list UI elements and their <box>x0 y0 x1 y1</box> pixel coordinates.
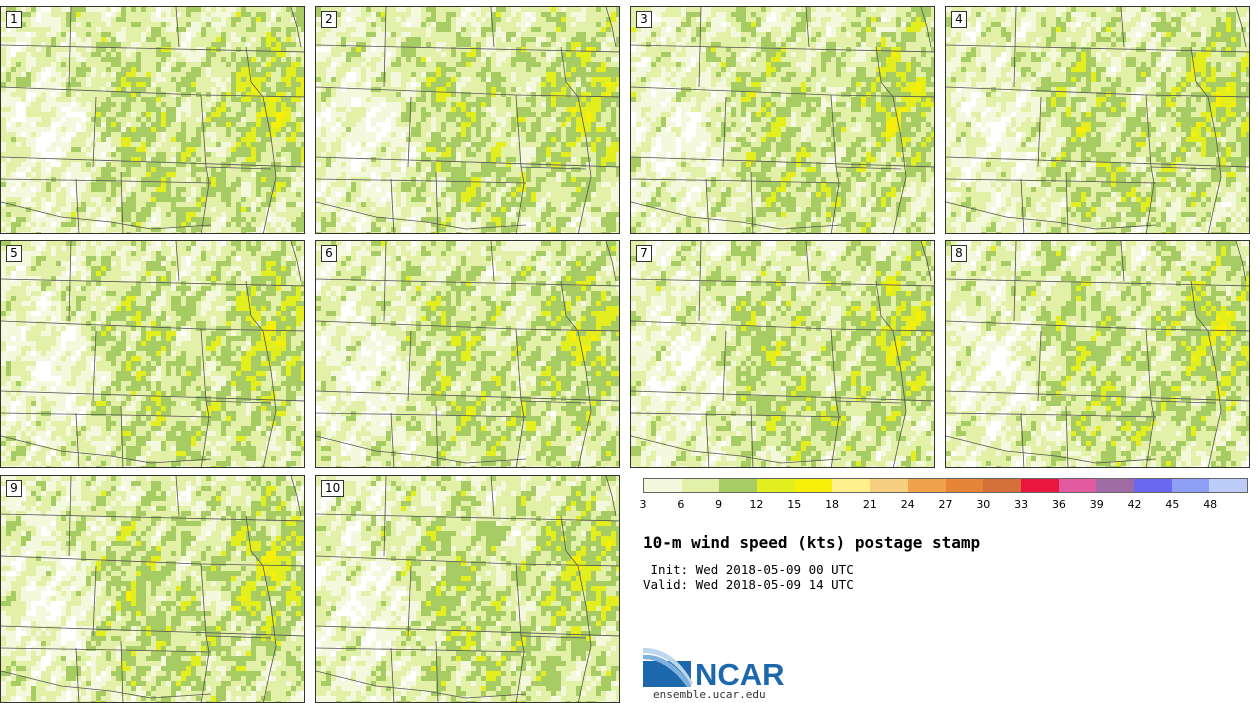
colorbar-tick-label: 21 <box>863 498 877 511</box>
colorbar-swatch <box>719 479 758 492</box>
member-map-4: 4 <box>945 6 1250 234</box>
colorbar-tick-label: 6 <box>677 498 684 511</box>
state-boundaries <box>631 241 934 467</box>
colorbar-swatch <box>794 479 833 492</box>
wind-speed-field <box>1 241 304 467</box>
website-url: ensemble.ucar.edu <box>653 688 766 701</box>
state-boundaries <box>316 241 619 467</box>
member-map-6: 6 <box>315 240 620 468</box>
member-label: 4 <box>951 11 967 28</box>
chart-title: 10-m wind speed (kts) postage stamp <box>643 533 980 552</box>
member-map-3: 3 <box>630 6 935 234</box>
colorbar-tick-label: 15 <box>787 498 801 511</box>
colorbar-ticks: 3 6 9 12 15 18 21 24 27 30 33 36 39 42 45 48 <box>640 498 1248 512</box>
ncar-logo: NCAR <box>643 647 785 690</box>
wind-speed-field <box>631 7 934 233</box>
member-map-7: 7 <box>630 240 935 468</box>
colorbar-tick-label: 39 <box>1090 498 1104 511</box>
colorbar-tick-label: 45 <box>1165 498 1179 511</box>
member-label: 3 <box>636 11 652 28</box>
state-boundaries <box>1 7 304 233</box>
colorbar-tick-label: 24 <box>901 498 915 511</box>
member-label: 2 <box>321 11 337 28</box>
wind-speed-field <box>946 7 1249 233</box>
member-label: 9 <box>6 480 22 497</box>
colorbar-tick-label: 12 <box>749 498 763 511</box>
wind-speed-field <box>946 241 1249 467</box>
colorbar-swatch <box>907 479 946 492</box>
colorbar-tick-label: 9 <box>715 498 722 511</box>
colorbar-swatch <box>1133 479 1172 492</box>
member-map-8: 8 <box>945 240 1250 468</box>
init-time: Init: Wed 2018-05-09 00 UTC <box>643 562 854 577</box>
member-label: 7 <box>636 245 652 262</box>
wind-speed-field <box>316 476 619 702</box>
wind-speed-field <box>316 241 619 467</box>
valid-time: Valid: Wed 2018-05-09 14 UTC <box>643 577 854 592</box>
colorbar-tick-label: 30 <box>976 498 990 511</box>
colorbar-tick-label: 27 <box>939 498 953 511</box>
member-map-5: 5 <box>0 240 305 468</box>
wind-speed-field <box>1 476 304 702</box>
member-label: 10 <box>321 480 345 497</box>
state-boundaries <box>1 241 304 467</box>
colorbar-swatch <box>832 479 871 492</box>
colorbar-swatch <box>1020 479 1059 492</box>
member-label: 1 <box>6 11 22 28</box>
state-boundaries <box>316 7 619 233</box>
colorbar-swatch <box>757 479 795 492</box>
wind-speed-field <box>316 7 619 233</box>
colorbar-tick-label: 36 <box>1052 498 1066 511</box>
state-boundaries <box>631 7 934 233</box>
colorbar-swatch <box>983 479 1021 492</box>
member-label: 6 <box>321 245 337 262</box>
colorbar-tick-label: 42 <box>1128 498 1142 511</box>
member-label: 5 <box>6 245 22 262</box>
wind-speed-field <box>631 241 934 467</box>
colorbar-swatch <box>1096 479 1134 492</box>
state-boundaries <box>946 241 1249 467</box>
member-label: 8 <box>951 245 967 262</box>
colorbar <box>643 478 1248 493</box>
colorbar-swatch <box>1209 479 1247 492</box>
member-map-10: 10 <box>315 475 620 703</box>
colorbar-tick-label: 3 <box>640 498 647 511</box>
member-map-2: 2 <box>315 6 620 234</box>
state-boundaries <box>316 476 619 702</box>
colorbar-swatch <box>1171 479 1210 492</box>
member-map-1: 1 <box>0 6 305 234</box>
colorbar-swatch <box>681 479 720 492</box>
wind-speed-field <box>1 7 304 233</box>
colorbar-swatch <box>644 479 682 492</box>
colorbar-swatch <box>1058 479 1097 492</box>
state-boundaries <box>1 476 304 702</box>
state-boundaries <box>946 7 1249 233</box>
colorbar-tick-label: 18 <box>825 498 839 511</box>
colorbar-tick-label: 33 <box>1014 498 1028 511</box>
colorbar-swatch <box>870 479 908 492</box>
member-map-9: 9 <box>0 475 305 703</box>
colorbar-tick-label: 48 <box>1203 498 1217 511</box>
colorbar-swatch <box>945 479 984 492</box>
